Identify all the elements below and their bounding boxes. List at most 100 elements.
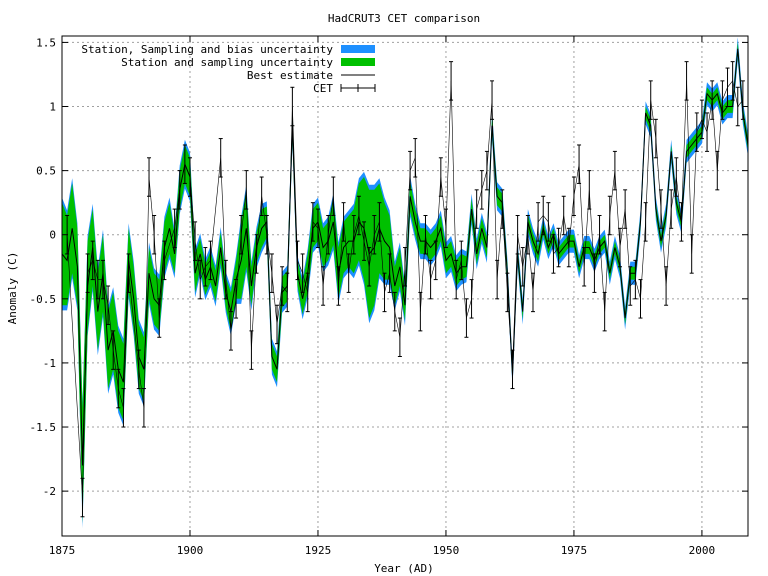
cet-error-bar	[418, 291, 423, 332]
cet-error-bar	[397, 317, 402, 358]
cet-error-bar	[367, 247, 372, 287]
cet-error-bar	[346, 253, 351, 293]
cet-error-bar	[203, 247, 208, 287]
cet-error-bar	[264, 214, 269, 255]
cet-error-bar	[111, 330, 116, 370]
cet-error-bar	[653, 118, 658, 159]
cet-error-bar	[408, 150, 413, 191]
cet-error-bar	[495, 259, 500, 300]
cet-error-bar	[546, 202, 551, 242]
cet-error-bar	[592, 253, 597, 293]
cet-error-bar	[147, 157, 152, 197]
cet-error-bar	[551, 234, 556, 274]
cet-error-bar	[633, 259, 638, 300]
cet-error-bar	[315, 208, 320, 249]
cet-error-bar	[740, 80, 745, 120]
legend: Station, Sampling and bias uncertaintySt…	[81, 43, 376, 95]
cet-error-bar	[607, 195, 612, 236]
cet-error-bar	[459, 240, 464, 281]
cet-error-bar	[95, 259, 100, 300]
cet-error-bar	[244, 170, 249, 210]
cet-error-bar	[469, 279, 474, 319]
cet-error-bar	[699, 99, 704, 140]
cet-error-bar	[720, 80, 725, 120]
cet-error-bar	[520, 247, 525, 287]
cet-error-bar	[90, 240, 95, 281]
cet-error-bar	[710, 80, 715, 120]
cet-error-bar	[157, 298, 162, 338]
y-tick-label: -1	[43, 357, 56, 370]
cet-error-bar	[571, 176, 576, 216]
cet-error-bar	[500, 189, 505, 229]
x-axis-label: Year (AD)	[374, 562, 434, 575]
cet-error-bar	[449, 61, 454, 101]
cet-error-bar	[679, 202, 684, 242]
cet-error-bar	[392, 291, 397, 332]
x-tick-label: 2000	[689, 544, 716, 557]
cet-error-bar	[218, 138, 223, 178]
cet-error-bar	[351, 214, 356, 255]
cet-error-bar	[474, 189, 479, 229]
cet-error-bar	[618, 227, 623, 268]
cet-error-bar	[438, 157, 443, 197]
cet-error-bar	[454, 259, 459, 300]
cet-error-bar	[172, 208, 177, 249]
cet-error-bar	[121, 388, 126, 428]
cet-error-bar	[490, 80, 495, 120]
cet-error-bar	[484, 150, 489, 191]
cet-error-bar	[669, 189, 674, 229]
y-tick-label: 1	[49, 101, 56, 114]
cet-error-bar	[269, 253, 274, 293]
legend-swatch-cet	[340, 84, 376, 92]
cet-error-bar	[515, 214, 520, 255]
cet-error-bar	[356, 195, 361, 236]
cet-error-bar	[510, 349, 515, 390]
legend-label: Station and sampling uncertainty	[121, 56, 333, 69]
legend-swatch-bias	[341, 45, 375, 53]
chart-title: HadCRUT3 CET comparison	[328, 12, 480, 25]
cet-error-bar	[100, 259, 105, 300]
cet-error-bar	[725, 67, 730, 108]
cet-error-bar	[648, 80, 653, 120]
series-lines	[61, 48, 749, 466]
cet-error-bar	[187, 157, 192, 197]
cet-error-bar	[505, 272, 510, 313]
cet-error-bar	[116, 368, 121, 409]
cet-error-bar	[684, 61, 689, 101]
cet-error-bar	[664, 266, 669, 306]
cet-error-bar	[674, 157, 679, 197]
cet-error-bar	[705, 112, 710, 152]
legend-label: Station, Sampling and bias uncertainty	[81, 43, 333, 56]
cet-error-bar	[152, 214, 157, 255]
cet-error-bar	[285, 272, 290, 313]
cet-error-bar	[536, 202, 541, 242]
cet-error-bar	[162, 240, 167, 281]
cet-error-bar	[382, 272, 387, 313]
cet-error-bar	[198, 259, 203, 300]
cet-error-bar	[208, 240, 213, 281]
cet-error-bar	[556, 227, 561, 268]
y-tick-label: -1.5	[30, 421, 57, 434]
cet-error-bar	[177, 170, 182, 210]
cet-error-bar	[643, 202, 648, 242]
cet-error-bar	[530, 272, 535, 313]
cet-error-bar	[341, 202, 346, 242]
cet-error-bar	[612, 150, 617, 191]
axis-ticks: 1.5 1 0.5 0 -0.5 -1 -1.5 -2 1875 1900 1925 1950 1975…	[30, 36, 748, 557]
cet-error-bar	[377, 202, 382, 242]
cet-error-bar	[479, 170, 484, 210]
cet-error-bar	[336, 266, 341, 306]
cet-error-bar	[387, 253, 392, 293]
cet-error-bar	[730, 61, 735, 101]
cet-error-bar	[136, 349, 141, 390]
cet-error-bar	[300, 253, 305, 293]
cet-error-bar	[413, 138, 418, 178]
cet-error-bar	[602, 291, 607, 332]
gridlines	[61, 36, 748, 536]
cet-error-bar	[275, 304, 280, 345]
cet-error-bar	[587, 170, 592, 210]
y-tick-label: -2	[43, 485, 56, 498]
cet-error-bar	[85, 253, 90, 293]
cet-error-bar	[694, 112, 699, 152]
